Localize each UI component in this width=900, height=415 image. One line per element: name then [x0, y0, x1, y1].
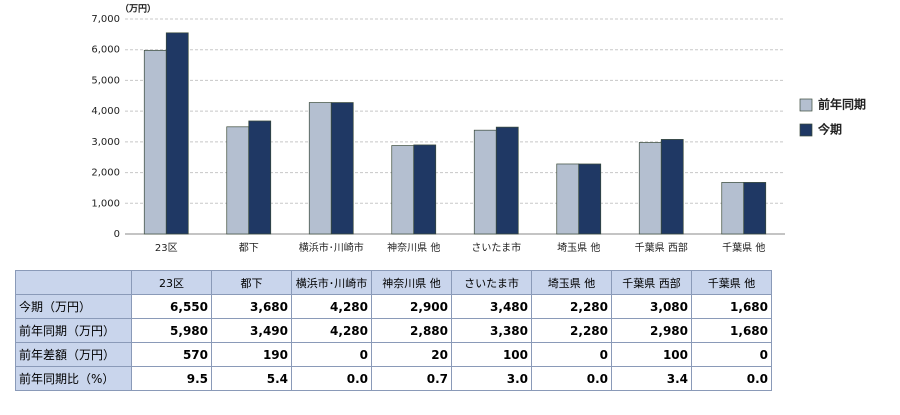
table-cell: 9.5: [131, 366, 212, 391]
x-tick-label: 都下: [239, 242, 259, 254]
bar: [248, 120, 272, 235]
header-cell: 埼玉県 他: [531, 270, 612, 295]
bar: [413, 144, 437, 235]
table-cell: 190: [211, 342, 292, 367]
table-cell: 3,080: [611, 294, 692, 319]
x-tick-label: 千葉県 他: [722, 241, 765, 254]
table-cell: 2,280: [531, 318, 612, 343]
y-tick-label: 1,000: [91, 198, 120, 209]
table-cell: 2,980: [611, 318, 692, 343]
bar: [473, 129, 497, 235]
bar: [556, 163, 580, 235]
bar: [660, 139, 684, 235]
data-table: 23区 都下 横浜市･川崎市 神奈川県 他さいたま市 埼玉県 他千葉県 西部 千葉県 他今…: [15, 270, 772, 391]
y-tick-label: 7,000: [91, 14, 120, 25]
table-cell: 3,680: [211, 294, 292, 319]
row-label: 前年同期（万円）: [15, 318, 132, 343]
legend-swatch: [799, 123, 813, 137]
bar: [391, 145, 415, 235]
bar: [226, 126, 250, 235]
y-tick-label: 3,000: [91, 137, 120, 148]
y-tick-label: 2,000: [91, 168, 120, 179]
header-cell: さいたま市: [451, 270, 532, 295]
table-cell: 0.0: [691, 366, 772, 391]
table-cell: 6,550: [131, 294, 212, 319]
x-tick-label: 23区: [155, 242, 178, 254]
table-cell: 3,490: [211, 318, 292, 343]
table-cell: 0: [291, 342, 372, 367]
header-cell: 神奈川県 他: [371, 270, 452, 295]
row-label: 今期（万円）: [15, 294, 132, 319]
bar: [495, 126, 519, 235]
table-cell: 1,680: [691, 318, 772, 343]
row-label: 前年差額（万円）: [15, 342, 132, 367]
header-cell: 横浜市･川崎市: [291, 270, 372, 295]
table-cell: 0: [691, 342, 772, 367]
table-cell: 3.0: [451, 366, 532, 391]
bar: [638, 142, 662, 235]
table-cell: 2,900: [371, 294, 452, 319]
table-cell: 1,680: [691, 294, 772, 319]
table-cell: 0.0: [531, 366, 612, 391]
bar: [578, 163, 602, 235]
table-cell: 2,280: [531, 294, 612, 319]
y-tick-label: 5,000: [91, 75, 120, 86]
x-tick-label: 千葉県 西部: [635, 241, 688, 254]
legend-label: 前年同期: [818, 97, 866, 112]
y-tick-label: 0: [114, 229, 120, 240]
y-unit: （万円）: [120, 4, 156, 15]
table-cell: 100: [611, 342, 692, 367]
header-cell: 都下: [211, 270, 292, 295]
bar: [330, 102, 354, 235]
table-cell: 100: [451, 342, 532, 367]
x-tick-label: 埼玉県 他: [557, 241, 600, 254]
row-label: 前年同期比（%）: [15, 366, 132, 391]
y-tick-label: 4,000: [91, 106, 120, 117]
x-tick-label: さいたま市: [471, 241, 521, 254]
table-cell: 3,480: [451, 294, 532, 319]
table-cell: 3.4: [611, 366, 692, 391]
table-cell: 4,280: [291, 318, 372, 343]
table-cell: 2,880: [371, 318, 452, 343]
bar: [721, 182, 745, 235]
table-cell: 0.0: [291, 366, 372, 391]
table-cell: 0.7: [371, 366, 452, 391]
y-tick-label: 6,000: [91, 45, 120, 56]
corner-cell: [15, 270, 132, 295]
bar: [743, 182, 767, 235]
legend-swatch: [799, 98, 813, 112]
bar: [308, 102, 332, 235]
table-cell: 0: [531, 342, 612, 367]
table-cell: 20: [371, 342, 452, 367]
legend-label: 今期: [817, 122, 842, 137]
chart: （万円） 0 1,000 2,000 3,000 4,000 5,000 6,000 7,00…: [91, 4, 866, 255]
table-cell: 5,980: [131, 318, 212, 343]
x-tick-label: 神奈川県 他: [387, 241, 440, 254]
header-cell: 千葉県 他: [691, 270, 772, 295]
bar: [165, 32, 189, 235]
bar: [143, 49, 167, 235]
table-cell: 3,380: [451, 318, 532, 343]
table-cell: 570: [131, 342, 212, 367]
header-cell: 千葉県 西部: [611, 270, 692, 295]
table-cell: 4,280: [291, 294, 372, 319]
x-tick-label: 横浜市･川崎市: [299, 241, 364, 254]
table-cell: 5.4: [211, 366, 292, 391]
header-cell: 23区: [131, 270, 212, 295]
